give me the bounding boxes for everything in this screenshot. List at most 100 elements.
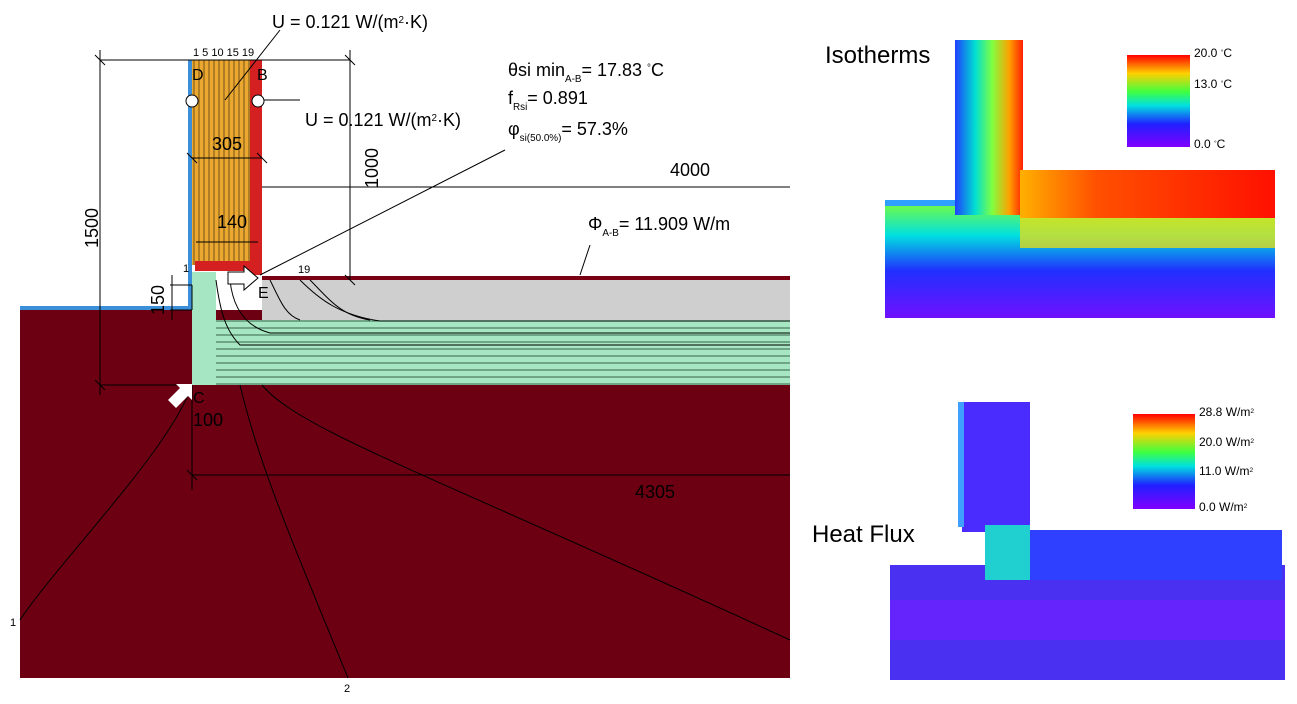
panel-title: Heat Flux: [812, 521, 915, 548]
scale-label: 0.0 °C: [1194, 137, 1226, 151]
text-part: °: [1221, 79, 1224, 87]
isotherm: [269, 279, 371, 321]
text-part: 2: [1249, 467, 1253, 474]
text-part: °: [1214, 139, 1217, 147]
flux-slab: [1030, 530, 1282, 580]
isotherm: [215, 279, 790, 346]
text-part: si(50.0%): [520, 133, 562, 144]
point-marker: [185, 94, 199, 108]
iso-floor: [1020, 170, 1275, 218]
text-part: 0.0: [1194, 137, 1214, 151]
text-part: θsi min: [508, 60, 565, 80]
text-part: Rsi: [513, 102, 527, 113]
text-part: = 11.909 W/m: [619, 214, 730, 234]
floor-slab: [262, 280, 790, 320]
point-label: D: [192, 67, 204, 84]
text-part: = 57.3%: [561, 119, 628, 139]
frsi-label: fRsi= 0.891: [508, 88, 588, 113]
text-part: 20.0: [1194, 46, 1221, 60]
text-part: C: [1223, 77, 1232, 91]
u-value-label: U = 0.121 W/(m2·K): [272, 12, 428, 32]
text-part: 2: [432, 113, 438, 124]
dimension-label: 4305: [635, 482, 675, 502]
text-part: C: [1223, 46, 1232, 60]
text-part: Φ: [588, 214, 602, 234]
floor-insulation: [192, 320, 790, 385]
text-part: A-B: [565, 74, 582, 85]
text-part: 2: [1244, 503, 1248, 510]
u-value-label: U = 0.121 W/(m2·K): [305, 110, 461, 130]
dimension-label: 1: [10, 617, 16, 629]
text-part: ·K): [437, 110, 461, 130]
flux-band: [890, 600, 1285, 640]
wall-insulation: [192, 60, 250, 265]
panel-title: Isotherms: [825, 42, 930, 69]
iso-surface: [885, 200, 955, 206]
dimension-label: 305: [212, 134, 242, 154]
wall-inner: [250, 60, 262, 275]
text-part: 28.8 W/m: [1199, 405, 1250, 419]
iso-band: [1020, 218, 1275, 248]
arrow-c: [168, 384, 192, 408]
dimension-line: [99, 50, 790, 490]
flux-scale: [1133, 414, 1195, 509]
dimension-tick: [94, 54, 356, 481]
text-part: 20.0 W/m: [1199, 435, 1250, 449]
text-part: = 0.891: [527, 88, 588, 108]
text-part: ·K): [404, 12, 428, 32]
dimension-label: 4000: [670, 160, 710, 180]
flux-wall: [962, 402, 1030, 532]
dimension-label: 1: [183, 263, 189, 275]
dimension-label: 150: [148, 285, 168, 315]
text-part: 11.0 W/m: [1199, 464, 1249, 478]
text-part: 2: [1250, 408, 1254, 415]
sill: [195, 261, 255, 271]
scale-label: 20.0 °C: [1194, 46, 1232, 60]
ground-surface: [20, 306, 192, 310]
text-part: 2: [1250, 438, 1254, 445]
heat-flux-panel: [890, 402, 1285, 680]
iso-wall: [955, 40, 1023, 215]
text-part: A-B: [602, 228, 619, 239]
dimension-label: 2: [344, 683, 350, 695]
point-label: B: [257, 67, 268, 84]
text-part: φ: [508, 119, 520, 139]
dimension-label: 140: [217, 212, 247, 232]
text-part: C: [651, 60, 664, 80]
render: [188, 60, 192, 310]
scale-label: 11.0 W/m2: [1199, 464, 1253, 478]
dimension-label: 1000: [362, 148, 382, 188]
temperature-label: θsi minA-B= 17.83 °C: [508, 60, 664, 85]
text-part: U = 0.121 W/(m: [272, 12, 399, 32]
flux-label: ΦA-B= 11.909 W/m: [588, 214, 730, 239]
point-marker: [251, 94, 265, 108]
isotherms-panel: [885, 40, 1275, 318]
scale-label: 28.8 W/m2: [1199, 405, 1254, 419]
iso-scale: [1127, 55, 1190, 147]
leader: [224, 29, 591, 276]
dimension-label: 1500: [82, 208, 102, 248]
point-label: C: [193, 390, 205, 407]
humidity-label: φsi(50.0%)= 57.3%: [508, 119, 628, 144]
text-part: U = 0.121 W/(m: [305, 110, 432, 130]
scale-label: 13.0 °C: [1194, 77, 1232, 91]
section-drawing: [19, 29, 791, 679]
text-part: 0.0 W/m: [1199, 500, 1244, 514]
dimension-label: 100: [193, 410, 223, 430]
scale-label: 20.0 W/m2: [1199, 435, 1254, 449]
flux-corner: [985, 525, 1030, 580]
point-label: E: [258, 285, 269, 302]
edge-insulation: [192, 272, 216, 385]
flux-line: [19, 384, 791, 679]
dimension-label: 19: [298, 264, 310, 276]
text-part: = 17.83: [581, 60, 647, 80]
scale-label: 0.0 W/m2: [1199, 500, 1248, 514]
text-part: °: [1221, 48, 1224, 56]
text-part: 13.0: [1194, 77, 1221, 91]
layer-ticks: 1 5 10 15 19: [193, 47, 254, 59]
text-part: 2: [399, 15, 405, 26]
arrow-e: [227, 264, 259, 292]
text-part: C: [1217, 137, 1226, 151]
text-part: f: [508, 88, 514, 108]
